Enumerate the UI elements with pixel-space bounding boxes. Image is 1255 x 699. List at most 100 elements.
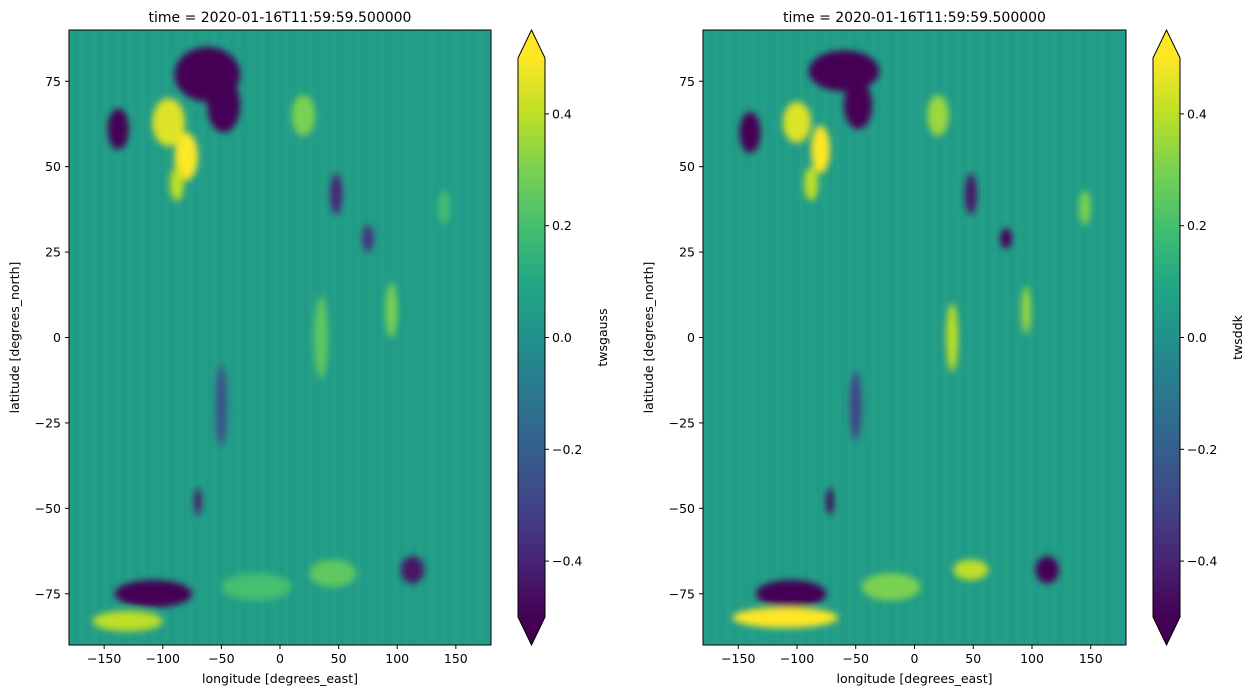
field-stripe xyxy=(424,30,427,645)
field-stripe xyxy=(177,30,180,645)
field-stripe xyxy=(255,30,258,645)
field-stripe xyxy=(484,30,487,645)
field-stripe xyxy=(364,30,367,645)
anomaly-blob xyxy=(194,487,202,516)
y-tick-label: 50 xyxy=(45,159,61,174)
field-stripe xyxy=(1119,30,1122,645)
colorbar-gradient xyxy=(518,58,545,617)
anomaly-blob xyxy=(965,173,977,215)
field-stripe xyxy=(183,30,186,645)
field-stripe xyxy=(835,30,838,645)
field-stripe xyxy=(914,30,917,645)
field-stripe xyxy=(926,30,929,645)
field-stripe xyxy=(799,30,802,645)
anomaly-blob xyxy=(330,173,343,215)
anomaly-blob xyxy=(1000,228,1013,249)
field-stripe xyxy=(129,30,132,645)
anomaly-blob xyxy=(946,303,958,372)
x-tick-label: −50 xyxy=(843,651,869,666)
field-stripe xyxy=(908,30,911,645)
field-stripe xyxy=(334,30,337,645)
field-stripe xyxy=(135,30,138,645)
field-stripe xyxy=(340,30,343,645)
x-tick-label: −50 xyxy=(208,651,234,666)
field-stripe xyxy=(1089,30,1092,645)
field-stripe xyxy=(1047,30,1050,645)
field-stripe xyxy=(920,30,923,645)
anomaly-blob xyxy=(804,166,819,201)
field-stripe xyxy=(388,30,391,645)
field-stripe xyxy=(1035,30,1038,645)
heatmap-field xyxy=(69,30,491,645)
field-stripe xyxy=(703,30,705,645)
colorbar-outline xyxy=(1152,28,1181,647)
field-stripe xyxy=(418,30,421,645)
field-stripe xyxy=(370,30,373,645)
colorbar-tick-label: 0.0 xyxy=(1187,330,1207,345)
field-stripe xyxy=(207,30,210,645)
x-tick-label: 50 xyxy=(331,651,347,666)
field-stripe xyxy=(1083,30,1086,645)
field-stripe xyxy=(436,30,439,645)
anomaly-blob xyxy=(808,50,880,92)
field-stripe xyxy=(117,30,120,645)
field-stripe xyxy=(1095,30,1098,645)
field-stripe xyxy=(304,30,307,645)
x-tick-label: 150 xyxy=(444,651,468,666)
colorbar-tick-label: 0.2 xyxy=(1187,218,1207,233)
field-stripe xyxy=(781,30,784,645)
anomaly-blob xyxy=(362,224,374,253)
field-stripe xyxy=(292,30,295,645)
field-stripe xyxy=(286,30,289,645)
field-stripe xyxy=(878,30,881,645)
field-stripe xyxy=(745,30,748,645)
field-stripe xyxy=(805,30,808,645)
field-stripe xyxy=(195,30,198,645)
colorbar: −0.4 −0.2 0.0 0.2 0.4 twsddk xyxy=(1152,28,1245,647)
field-stripe xyxy=(376,30,379,645)
field-stripe xyxy=(460,30,463,645)
anomaly-blob xyxy=(313,296,329,379)
anomaly-blob xyxy=(107,108,129,150)
field-stripe xyxy=(87,30,90,645)
colorbar-tick-label: −0.2 xyxy=(552,442,582,457)
x-tick-label: −150 xyxy=(721,651,755,666)
x-tick-label: 0 xyxy=(276,651,284,666)
anomaly-blob xyxy=(438,190,450,225)
field-stripe xyxy=(829,30,832,645)
y-tick-label: 75 xyxy=(679,74,695,89)
field-stripe xyxy=(243,30,246,645)
anomaly-blob xyxy=(844,81,873,130)
field-stripe xyxy=(231,30,234,645)
field-stripe xyxy=(400,30,403,645)
field-stripe xyxy=(968,30,971,645)
field-stripe xyxy=(466,30,469,645)
panel-2: −150 −100 −50 0 50 100 150 −75 −50 −25 0 25 50 75 time… xyxy=(641,10,1245,686)
x-tick-label: 50 xyxy=(965,651,981,666)
field-stripe xyxy=(944,30,947,645)
anomaly-blob xyxy=(174,132,198,181)
field-stripe xyxy=(472,30,475,645)
colorbar-tick-label: 0.0 xyxy=(552,330,572,345)
anomaly-blob xyxy=(1079,190,1091,225)
y-tick-label: 50 xyxy=(679,159,695,174)
field-stripe xyxy=(81,30,84,645)
field-stripe xyxy=(938,30,941,645)
x-tick-label: 100 xyxy=(1020,651,1044,666)
y-tick-label: 0 xyxy=(687,330,695,345)
field-stripe xyxy=(412,30,415,645)
field-stripe xyxy=(267,30,270,645)
field-stripe xyxy=(310,30,313,645)
field-stripe xyxy=(111,30,114,645)
y-tick-label: 0 xyxy=(53,330,61,345)
field-stripe xyxy=(727,30,730,645)
field-stripe xyxy=(793,30,796,645)
field-stripe xyxy=(249,30,252,645)
y-tick-label: 75 xyxy=(45,74,61,89)
colorbar-label: twsgauss xyxy=(595,308,610,366)
field-stripe xyxy=(141,30,144,645)
field-stripe xyxy=(237,30,240,645)
field-stripe xyxy=(189,30,192,645)
field-stripe xyxy=(346,30,349,645)
